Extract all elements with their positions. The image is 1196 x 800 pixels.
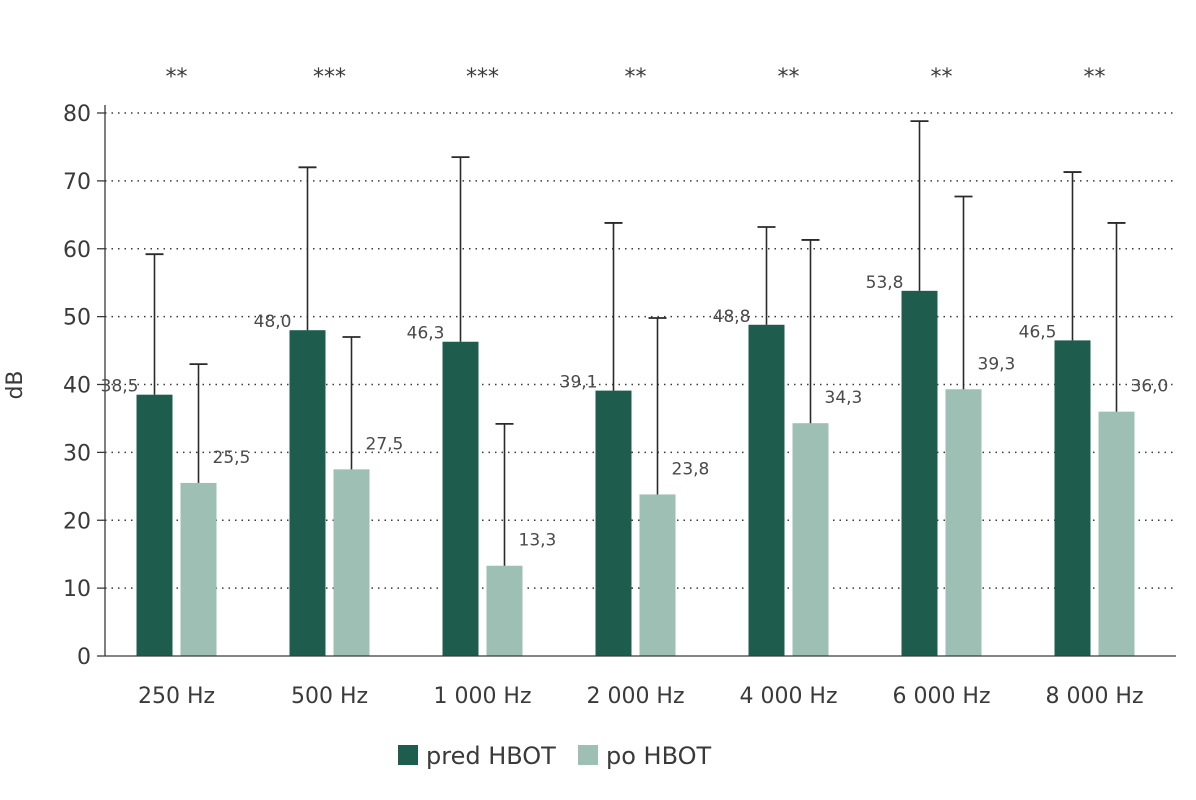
bar [486, 565, 523, 656]
y-tick-label: 20 [63, 509, 91, 534]
legend-label: pred HBOT [426, 742, 556, 770]
bar [639, 494, 676, 656]
y-tick-label: 80 [63, 102, 91, 127]
significance-marker: ** [778, 65, 800, 90]
significance-marker: *** [466, 65, 499, 90]
legend-label: po HBOT [606, 742, 712, 770]
y-tick-label: 30 [63, 441, 91, 466]
significance-marker: ** [931, 65, 953, 90]
significance-marker: ** [625, 65, 647, 90]
data-label: 39,1 [560, 373, 598, 393]
data-label: 36,0 [1131, 377, 1169, 397]
data-label: 23,8 [672, 459, 710, 479]
data-label: 27,5 [366, 434, 404, 454]
y-tick-label: 40 [63, 374, 91, 399]
x-tick-label: 250 Hz [138, 684, 215, 709]
legend-swatch [578, 745, 598, 765]
x-tick-label: 8 000 Hz [1045, 684, 1143, 709]
x-axis: 250 Hz 500 Hz 1 000 Hz 2 000 Hz 4 000 Hz 6 00… [105, 655, 1176, 709]
bar [136, 394, 173, 656]
y-axis: 0 10 20 30 40 50 60 70 80 [63, 102, 106, 670]
x-tick-label: 4 000 Hz [739, 684, 837, 709]
data-labels: 38,5 25,5 48,0 27,5 46,3 13,3 39,1 23,8 48,8 34,3… [101, 273, 1169, 551]
bar [1098, 411, 1135, 656]
x-tick-label: 6 000 Hz [892, 684, 990, 709]
data-label: 25,5 [213, 448, 251, 468]
bar [792, 423, 829, 656]
error-bars [145, 120, 1126, 566]
data-label: 48,0 [254, 312, 292, 332]
y-tick-label: 0 [77, 645, 91, 670]
bar [333, 469, 370, 656]
significance-marker: ** [166, 65, 188, 90]
bars [136, 290, 1135, 656]
significance-marker: ** [1084, 65, 1106, 90]
data-label: 53,8 [866, 273, 904, 293]
x-tick-label: 500 Hz [291, 684, 368, 709]
data-label: 39,3 [978, 354, 1016, 374]
data-label: 46,5 [1019, 322, 1057, 342]
legend: pred HBOT po HBOT [398, 742, 712, 770]
bar [442, 341, 479, 656]
bar [180, 482, 217, 656]
data-label: 48,8 [713, 307, 751, 327]
bar [945, 389, 982, 656]
bar [595, 390, 632, 656]
y-tick-label: 50 [63, 306, 91, 331]
y-tick-label: 60 [63, 238, 91, 263]
y-tick-label: 10 [63, 577, 91, 602]
data-label: 38,5 [101, 377, 139, 397]
data-label: 13,3 [519, 531, 557, 551]
x-tick-label: 2 000 Hz [586, 684, 684, 709]
y-axis-title: dB [3, 370, 28, 399]
bar [901, 290, 938, 656]
significance-markers: ** *** *** ** ** ** ** [166, 65, 1106, 90]
bar [748, 324, 785, 656]
data-label: 34,3 [825, 388, 863, 408]
y-tick-label: 70 [63, 170, 91, 195]
legend-swatch [398, 745, 418, 765]
data-label: 46,3 [407, 324, 445, 344]
x-tick-label: 1 000 Hz [433, 684, 531, 709]
significance-marker: *** [313, 65, 346, 90]
bar [1054, 340, 1091, 656]
bar [289, 330, 326, 656]
